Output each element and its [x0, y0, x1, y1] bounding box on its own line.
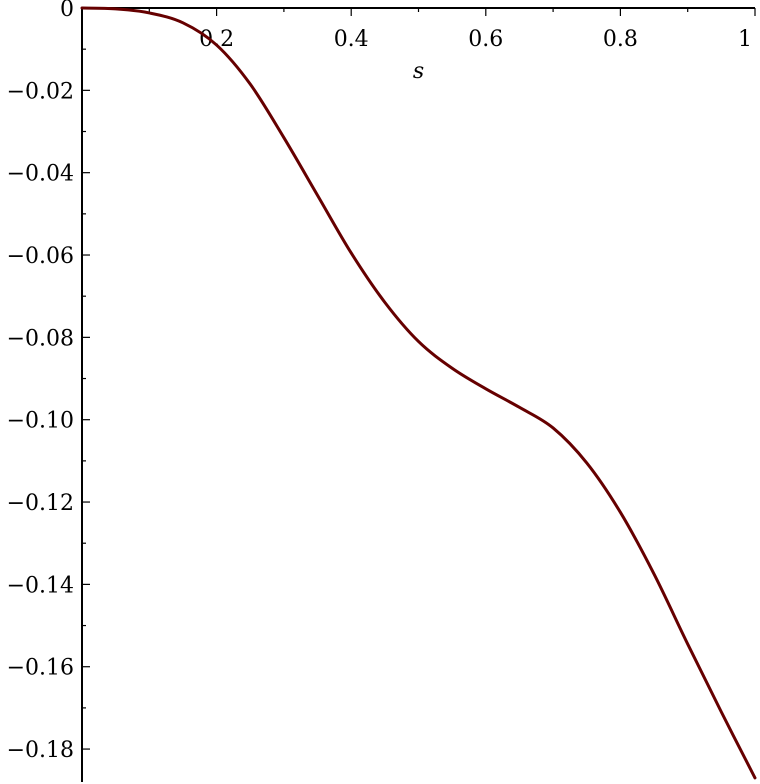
x-tick-label: 1 [738, 27, 752, 52]
y-tick-label: −0.04 [7, 162, 74, 187]
x-tick-label: 0.8 [603, 27, 638, 52]
x-tick-label: 0.2 [199, 27, 234, 52]
y-tick-label: −0.12 [7, 491, 74, 516]
x-axis-label: s [413, 59, 424, 84]
x-axis-ticks: 0.2 0.4 0.6 0.8 1 [148, 8, 756, 52]
series-group [80, 6, 757, 780]
x-tick-label: 0.4 [334, 27, 369, 52]
y-tick-label: −0.06 [7, 244, 74, 269]
y-tick-label: −0.18 [7, 738, 74, 763]
y-tick-label: −0.10 [7, 409, 74, 434]
y-tick-label: −0.08 [7, 326, 74, 351]
y-tick-label: 0 [60, 0, 74, 22]
y-tick-label: −0.14 [7, 573, 74, 598]
y-axis-ticks: 0 −0.02 −0.04 −0.06 −0.08 −0.10 −0.12 −0.14 −0.1… [7, 0, 90, 763]
x-tick-label: 0.6 [468, 27, 503, 52]
y-tick-label: −0.02 [7, 79, 74, 104]
series-line [80, 6, 757, 780]
y-tick-label: −0.16 [7, 656, 74, 681]
